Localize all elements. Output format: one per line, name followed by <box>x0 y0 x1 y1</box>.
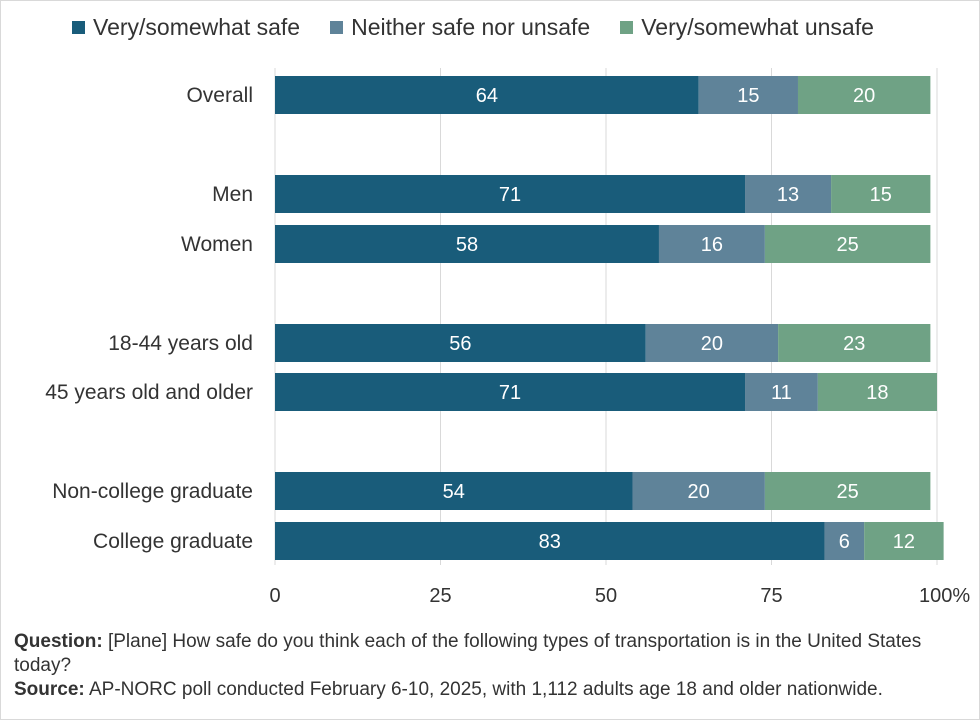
category-label-2: Women <box>181 233 253 256</box>
bar-segment-4-0 <box>275 373 746 411</box>
bar-value-label-5-0: 54 <box>443 481 465 503</box>
bar-segment-1-1 <box>745 175 832 213</box>
bar-segment-0-2 <box>797 76 931 114</box>
source-note: Source: AP-NORC poll conducted February … <box>14 678 964 702</box>
source-text: AP-NORC poll conducted February 6-10, 20… <box>84 679 883 700</box>
bar-segment-1-0 <box>275 175 746 213</box>
bar-segment-3-1 <box>645 324 779 362</box>
bar-value-label-0-0: 64 <box>476 85 498 107</box>
bar-value-label-4-0: 71 <box>499 382 521 404</box>
x-tick-label-2: 50 <box>595 585 617 607</box>
bar-value-label-1-0: 71 <box>499 184 521 206</box>
category-label-6: College graduate <box>93 530 253 553</box>
bar-segment-1-2 <box>831 175 931 213</box>
bar-value-label-4-1: 11 <box>771 382 792 404</box>
legend-item-safe: Very/somewhat safe <box>72 14 300 41</box>
bar-value-label-6-1: 6 <box>839 531 850 553</box>
bar-value-label-6-0: 83 <box>539 531 561 553</box>
question-label: Question: <box>14 631 103 652</box>
bar-segment-5-2 <box>764 472 931 510</box>
legend-swatch-safe <box>72 21 85 34</box>
bar-value-label-5-1: 20 <box>688 481 710 503</box>
bar-segment-3-2 <box>778 324 931 362</box>
question-text: [Plane] How safe do you think each of th… <box>14 631 922 676</box>
bar-segment-5-0 <box>275 472 633 510</box>
bar-value-label-3-0: 56 <box>449 333 471 355</box>
bar-segment-0-0 <box>275 76 699 114</box>
legend-item-neither: Neither safe nor unsafe <box>330 14 590 41</box>
bar-segment-3-0 <box>275 324 646 362</box>
bar-value-label-2-1: 16 <box>701 234 723 256</box>
bar-value-label-0-1: 15 <box>737 85 759 107</box>
stacked-bar-chart: 64 15 20 Overall 71 13 15 Men 58 16 25 Women 56 20 23 1… <box>45 68 970 607</box>
x-tick-label-3: 75 <box>760 585 782 607</box>
question-note: Question: [Plane] How safe do you think … <box>14 630 964 678</box>
bar-segment-2-0 <box>275 225 659 263</box>
bar-value-label-2-2: 25 <box>837 234 859 256</box>
category-label-5: Non-college graduate <box>52 480 253 503</box>
bar-segment-6-2 <box>864 522 944 560</box>
bar-segment-2-1 <box>658 225 765 263</box>
bar-value-label-0-2: 20 <box>853 85 875 107</box>
bar-segment-4-2 <box>817 373 937 411</box>
legend: Very/somewhat safe Neither safe nor unsa… <box>72 14 874 41</box>
bar-value-label-4-2: 18 <box>866 382 888 404</box>
bar-value-label-2-0: 58 <box>456 234 478 256</box>
bar-value-label-5-2: 25 <box>837 481 859 503</box>
bar-segment-2-2 <box>764 225 931 263</box>
bar-segment-6-1 <box>824 522 865 560</box>
source-label: Source: <box>14 679 85 700</box>
category-label-1: Men <box>212 183 253 206</box>
legend-swatch-neither <box>330 21 344 34</box>
footnote: Question: [Plane] How safe do you think … <box>14 630 964 702</box>
legend-swatch-unsafe <box>620 21 634 34</box>
bar-segment-6-0 <box>275 522 825 560</box>
x-tick-label-4: 100% <box>919 585 970 607</box>
legend-label-safe: Very/somewhat safe <box>93 14 301 40</box>
bar-value-label-3-2: 23 <box>843 333 865 355</box>
bar-segment-0-1 <box>698 76 798 114</box>
category-label-0: Overall <box>186 84 253 107</box>
bar-value-label-1-1: 13 <box>777 184 799 206</box>
legend-label-unsafe: Very/somewhat unsafe <box>641 14 874 40</box>
legend-label-neither: Neither safe nor unsafe <box>351 14 591 40</box>
x-tick-label-1: 25 <box>429 585 451 607</box>
bar-segment-5-1 <box>632 472 765 510</box>
x-tick-label-0: 0 <box>269 585 280 607</box>
legend-item-unsafe: Very/somewhat unsafe <box>620 14 874 41</box>
category-label-3: 18-44 years old <box>108 332 253 355</box>
bar-segment-4-1 <box>745 373 818 411</box>
bar-value-label-6-2: 12 <box>893 531 915 553</box>
category-label-4: 45 years old and older <box>45 381 253 404</box>
bar-value-label-1-2: 15 <box>870 184 892 206</box>
bar-value-label-3-1: 20 <box>701 333 723 355</box>
